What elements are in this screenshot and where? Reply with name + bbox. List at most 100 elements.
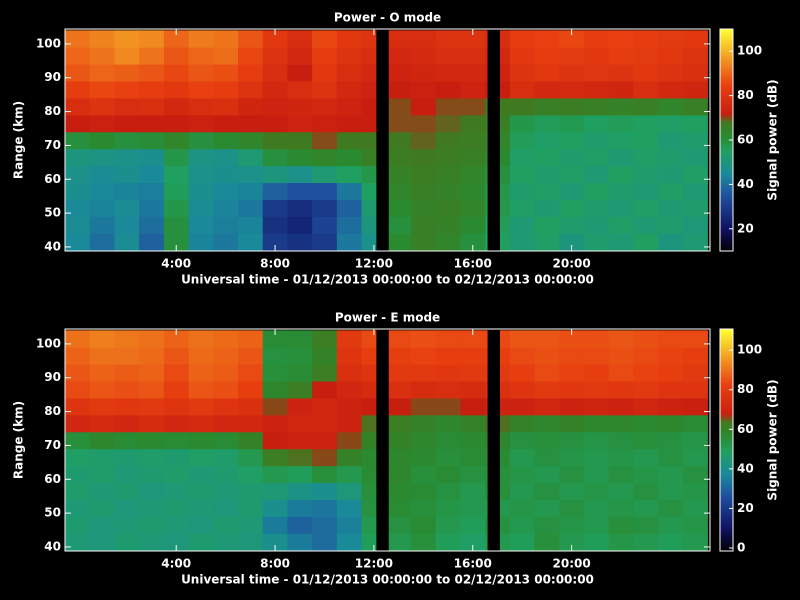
cell: [460, 330, 486, 348]
cell: [213, 81, 239, 99]
x-tick-label: 4:00: [161, 257, 191, 271]
cell: [633, 482, 659, 500]
cell: [237, 64, 264, 82]
cell: [262, 364, 288, 382]
cell: [139, 431, 165, 450]
cell: [163, 148, 189, 167]
cell: [633, 216, 659, 234]
colorbar-slice: [720, 435, 733, 438]
cell: [213, 347, 239, 365]
colorbar-slice: [720, 65, 733, 68]
cell: [287, 216, 313, 234]
cell: [89, 330, 115, 348]
cell: [237, 431, 264, 450]
cell: [188, 182, 214, 200]
plot-frame: [64, 328, 711, 552]
cell: [114, 81, 140, 99]
cell: [237, 364, 264, 382]
cell: [213, 64, 239, 82]
cell: [312, 216, 338, 234]
heatmap: [65, 29, 708, 251]
cell: [89, 465, 115, 484]
cell: [435, 131, 461, 150]
cell: [139, 47, 165, 65]
colorbar-slice: [720, 513, 733, 516]
colorbar-slice: [720, 471, 733, 474]
cell: [262, 114, 288, 133]
cell: [534, 499, 560, 517]
colorbar-slice: [720, 227, 733, 230]
colorbar-slice: [720, 391, 733, 394]
cell: [682, 381, 708, 399]
cell: [262, 499, 288, 517]
cell: [65, 98, 91, 116]
cell: [312, 448, 338, 467]
cell: [139, 148, 165, 167]
cell: [435, 516, 461, 534]
cell: [213, 148, 239, 167]
cell: [460, 364, 486, 382]
colorbar-slice: [720, 393, 733, 396]
y-tick-label: 70: [44, 138, 61, 152]
colorbar-slice: [720, 191, 733, 194]
cell: [65, 381, 91, 399]
cell: [262, 482, 288, 500]
cell: [583, 465, 610, 484]
colorbar-slice: [720, 77, 733, 80]
colorbar-slice: [720, 241, 733, 244]
cell: [386, 165, 412, 184]
cell: [386, 533, 412, 551]
colorbar-slice: [720, 473, 733, 476]
cell: [237, 182, 264, 200]
cell: [559, 30, 585, 48]
colorbar-slice: [720, 81, 733, 84]
colorbar-slice: [720, 515, 733, 518]
cell: [682, 81, 708, 99]
cell: [139, 499, 165, 517]
cell: [460, 482, 486, 500]
cell: [213, 533, 239, 551]
cell: [89, 499, 115, 517]
cell: [89, 182, 115, 200]
cell: [287, 114, 313, 133]
colorbar-slice: [720, 357, 733, 360]
colorbar-slice: [720, 115, 733, 118]
colorbar-slice: [720, 97, 733, 100]
cell: [658, 182, 684, 200]
colorbar-slice: [720, 41, 733, 44]
colorbar-slice: [720, 535, 733, 538]
cell: [213, 165, 239, 184]
cell: [534, 431, 560, 450]
cell: [435, 47, 461, 65]
colorbar-slice: [720, 99, 733, 102]
cell: [633, 81, 659, 99]
cell: [682, 216, 708, 234]
colorbar-slice: [720, 51, 733, 54]
cell: [658, 499, 684, 517]
cell: [89, 347, 115, 365]
cell: [608, 381, 634, 399]
cell: [213, 465, 239, 484]
cell: [386, 516, 412, 534]
cell: [163, 199, 189, 217]
cell: [608, 233, 634, 251]
cell: [163, 516, 189, 534]
cell: [213, 131, 239, 150]
colorbar-slice: [720, 143, 733, 146]
colorbar-slice: [720, 383, 733, 386]
cell: [188, 499, 214, 517]
cell: [509, 114, 535, 133]
cell: [534, 516, 560, 534]
cell: [163, 465, 189, 484]
cell: [435, 233, 461, 251]
cell: [633, 233, 659, 251]
colorbar-slice: [720, 479, 733, 482]
colorbar-slice: [720, 71, 733, 74]
cell: [312, 114, 338, 133]
cell: [139, 381, 165, 399]
cell: [237, 398, 264, 416]
colorbar-slice: [720, 351, 733, 354]
colorbar-slice: [720, 353, 733, 356]
cell: [534, 199, 560, 217]
